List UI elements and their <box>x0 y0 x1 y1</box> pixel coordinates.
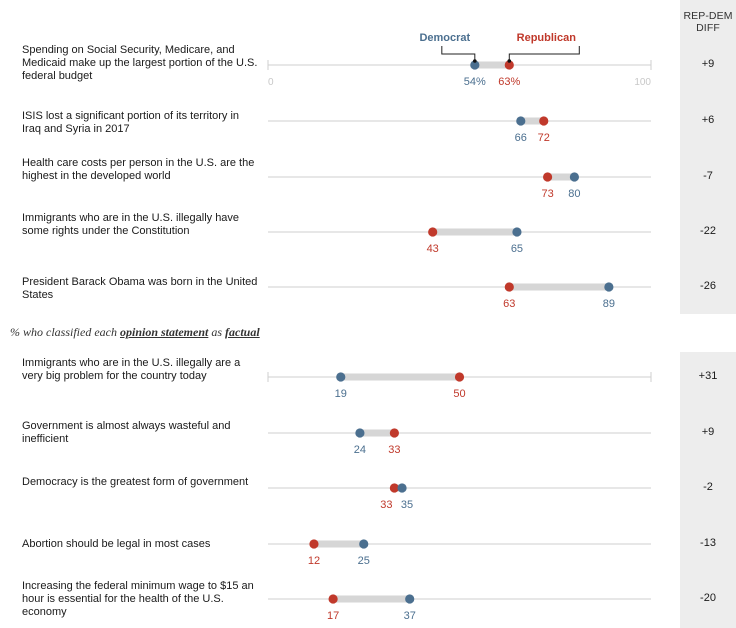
republican-value-label: 72 <box>538 132 550 144</box>
republican-value-label: 33 <box>388 444 400 456</box>
diff-column-header: REP-DEM DIFF <box>680 10 736 34</box>
row-label: Abortion should be legal in most cases <box>22 538 211 550</box>
row-label: Immigrants who are in the U.S. illegally… <box>22 212 240 237</box>
republican-dot <box>428 227 438 237</box>
row-label: Health care costs per person in the U.S.… <box>22 157 255 182</box>
democrat-value-label: 37 <box>404 610 416 622</box>
democrat-dot <box>604 282 614 292</box>
republican-value-label: 33 <box>380 499 392 511</box>
democrat-value-label: 25 <box>358 555 370 567</box>
row-label: ISIS lost a significant portion of its t… <box>22 110 240 135</box>
democrat-value-label: 89 <box>603 298 615 310</box>
legend-democrat-label: Democrat <box>419 32 470 44</box>
section2-title: % who classified each opinion statement … <box>10 325 260 340</box>
republican-dot <box>504 60 514 70</box>
democrat-value-label: 24 <box>354 444 366 456</box>
democrat-value-label: 65 <box>511 243 523 255</box>
republican-dot <box>389 483 399 493</box>
democrat-value-label: 35 <box>401 499 413 511</box>
republican-dot <box>504 282 514 292</box>
row-label: Democracy is the greatest form of govern… <box>22 476 249 488</box>
republican-dot <box>328 594 338 604</box>
row-label: Government is almost always wasteful and… <box>22 420 231 445</box>
diff-value: -20 <box>700 592 716 604</box>
diff-value: -2 <box>703 481 713 493</box>
legend-democrat-pointer <box>473 59 477 63</box>
legend-republican-leader <box>508 46 580 61</box>
diff-value: -13 <box>700 537 716 549</box>
diff-value: +6 <box>701 114 715 126</box>
section2-title-emph1: opinion statement <box>119 325 209 339</box>
democrat-value-label: 80 <box>568 188 580 200</box>
democrat-dot <box>359 539 369 549</box>
diff-column-background-top <box>680 0 736 314</box>
republican-dot <box>454 372 465 382</box>
legend-republican-pointer <box>507 59 512 63</box>
diff-value: -7 <box>703 170 713 182</box>
democrat-value-label: 54% <box>464 76 486 88</box>
row-label: President Barack Obama was born in the U… <box>22 276 258 301</box>
legend-democrat-leader <box>441 46 476 61</box>
section2-title-emph2: factual <box>225 325 260 339</box>
diff-value: +31 <box>698 370 718 382</box>
section2-title-prefix: % who classified each <box>10 325 120 339</box>
democrat-dot <box>405 594 415 604</box>
democrat-dot <box>516 116 526 126</box>
republican-dot <box>389 428 399 438</box>
diff-column-background-bottom <box>680 352 736 628</box>
republican-value-label: 73 <box>541 188 553 200</box>
democrat-value-label: 19 <box>335 388 347 400</box>
republican-value-label: 63% <box>498 76 520 88</box>
diff-value: +9 <box>701 58 715 70</box>
democrat-dot <box>397 483 407 493</box>
democrat-dot <box>512 227 522 237</box>
axis-label-max: 100 <box>634 77 651 88</box>
republican-dot <box>542 172 553 182</box>
republican-dot <box>539 116 549 126</box>
row-label: Spending on Social Security, Medicare, a… <box>22 44 258 82</box>
republican-dot <box>309 539 319 549</box>
diff-value: -26 <box>700 280 716 292</box>
axis-label-min: 0 <box>268 77 274 88</box>
republican-value-label: 63 <box>503 298 515 310</box>
republican-value-label: 43 <box>427 243 439 255</box>
diff-header-line2: DIFF <box>696 22 720 34</box>
democrat-dot <box>569 172 580 182</box>
diff-value: -22 <box>700 225 716 237</box>
section2-title-middle: as <box>208 325 226 339</box>
row-label: Increasing the federal minimum wage to $… <box>22 580 254 618</box>
republican-value-label: 50 <box>453 388 465 400</box>
republican-value-label: 12 <box>308 555 320 567</box>
row-label: Immigrants who are in the U.S. illegally… <box>22 357 241 382</box>
democrat-dot <box>470 60 480 70</box>
diff-value: +9 <box>701 426 715 438</box>
republican-value-label: 17 <box>327 610 339 622</box>
democrat-value-label: 66 <box>515 132 527 144</box>
diff-header-line1: REP-DEM <box>683 10 733 22</box>
legend-republican-label: Republican <box>517 32 577 44</box>
democrat-dot <box>355 428 365 438</box>
democrat-dot <box>336 372 346 382</box>
